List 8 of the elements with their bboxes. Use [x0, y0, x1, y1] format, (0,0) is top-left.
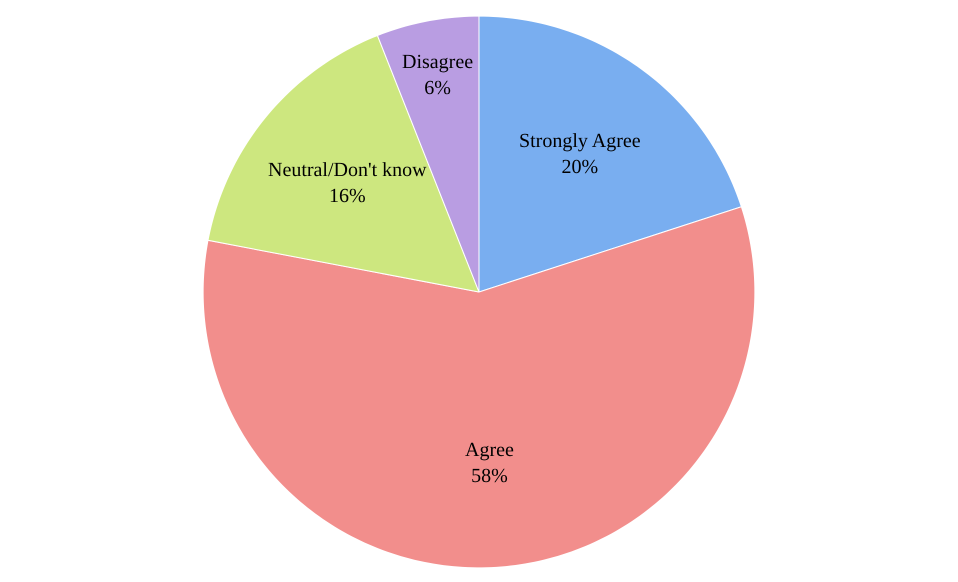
data-label: 58% [471, 465, 508, 487]
data-label: 20% [561, 156, 598, 178]
data-label: 6% [424, 77, 451, 99]
data-label: 16% [328, 185, 366, 207]
slice-label: Neutral/Don't know [268, 159, 428, 181]
slice-label: Disagree [402, 51, 474, 73]
slice-label: Agree [465, 439, 514, 461]
slice-label: Strongly Agree [519, 130, 641, 152]
